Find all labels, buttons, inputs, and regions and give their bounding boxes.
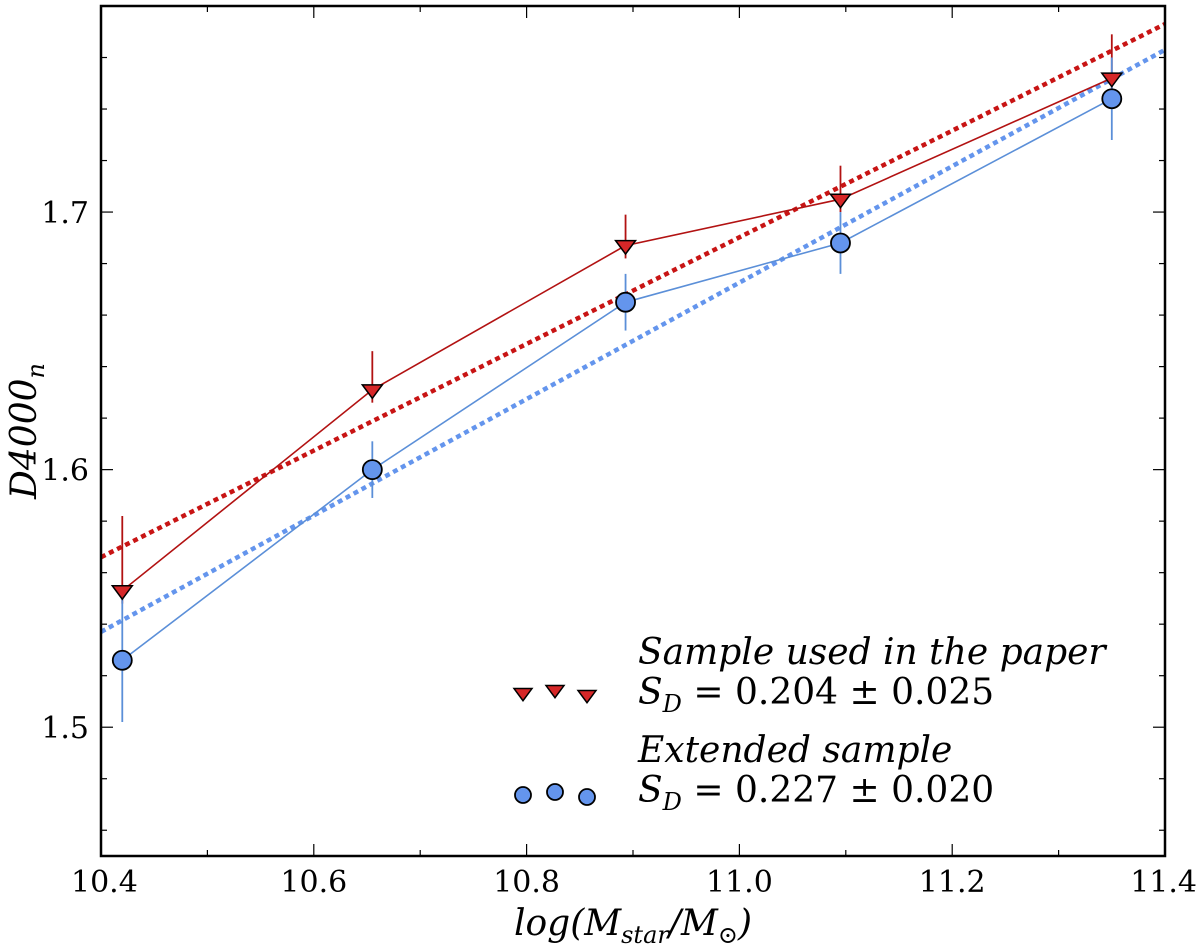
data-point-extended: [361, 459, 383, 481]
series-line-paper: [121, 77, 1113, 592]
y-axis-title: D4000n: [4, 363, 50, 500]
series-lines: [121, 77, 1113, 661]
axis-titles: log(Mstar/M⊙) D4000n: [4, 363, 752, 944]
error-bars: [121, 34, 1113, 723]
plot-frame: [99, 4, 1167, 858]
x-tick-label: 10.4: [71, 865, 138, 900]
x-tick-label: 10.8: [493, 865, 560, 900]
data-markers: [110, 72, 1124, 671]
data-point-paper: [614, 239, 638, 256]
legend-stat-extended: SD = 0.227 ± 0.020: [638, 770, 994, 816]
data-point-paper: [1100, 72, 1124, 88]
y-tick-label: 1.7: [41, 196, 89, 231]
data-point-extended: [830, 232, 851, 254]
x-tick-label: 11.0: [706, 865, 773, 900]
data-point-extended: [111, 649, 133, 671]
data-point-paper: [110, 584, 134, 601]
y-tick-label: 1.5: [41, 711, 89, 746]
series-line-extended: [121, 98, 1113, 661]
x-axis-title: log(Mstar/M⊙): [514, 903, 752, 944]
legend-marker-extended: [514, 786, 532, 804]
axis-ticks: [100, 5, 1166, 856]
fit-line-paper: [99, 22, 1167, 560]
data-point-paper: [828, 193, 852, 209]
legend-marker-paper: [544, 684, 566, 699]
legend-marker-paper: [576, 689, 598, 704]
legend-marker-paper: [512, 687, 534, 702]
legend-label-paper: Sample used in the paper: [638, 632, 1107, 673]
x-tick-label: 11.2: [919, 865, 986, 900]
tick-labels: 10.4 10.6 10.8 11.0 11.2 11.4 1.5 1.6 1.7: [41, 196, 1197, 900]
data-point-paper: [360, 384, 384, 400]
fit-lines: [99, 22, 1167, 634]
legend-label-extended: Extended sample: [637, 730, 952, 771]
fit-line-extended: [99, 47, 1167, 634]
data-point-extended: [615, 291, 636, 313]
legend-marker-extended: [578, 788, 596, 806]
y-tick-label: 1.6: [41, 454, 89, 489]
x-tick-label: 11.4: [1130, 865, 1197, 900]
legend-marker-extended: [546, 783, 564, 801]
legend-stat-paper: SD = 0.204 ± 0.025: [638, 672, 994, 718]
data-point-extended: [1101, 88, 1123, 110]
x-tick-label: 10.6: [280, 865, 347, 900]
